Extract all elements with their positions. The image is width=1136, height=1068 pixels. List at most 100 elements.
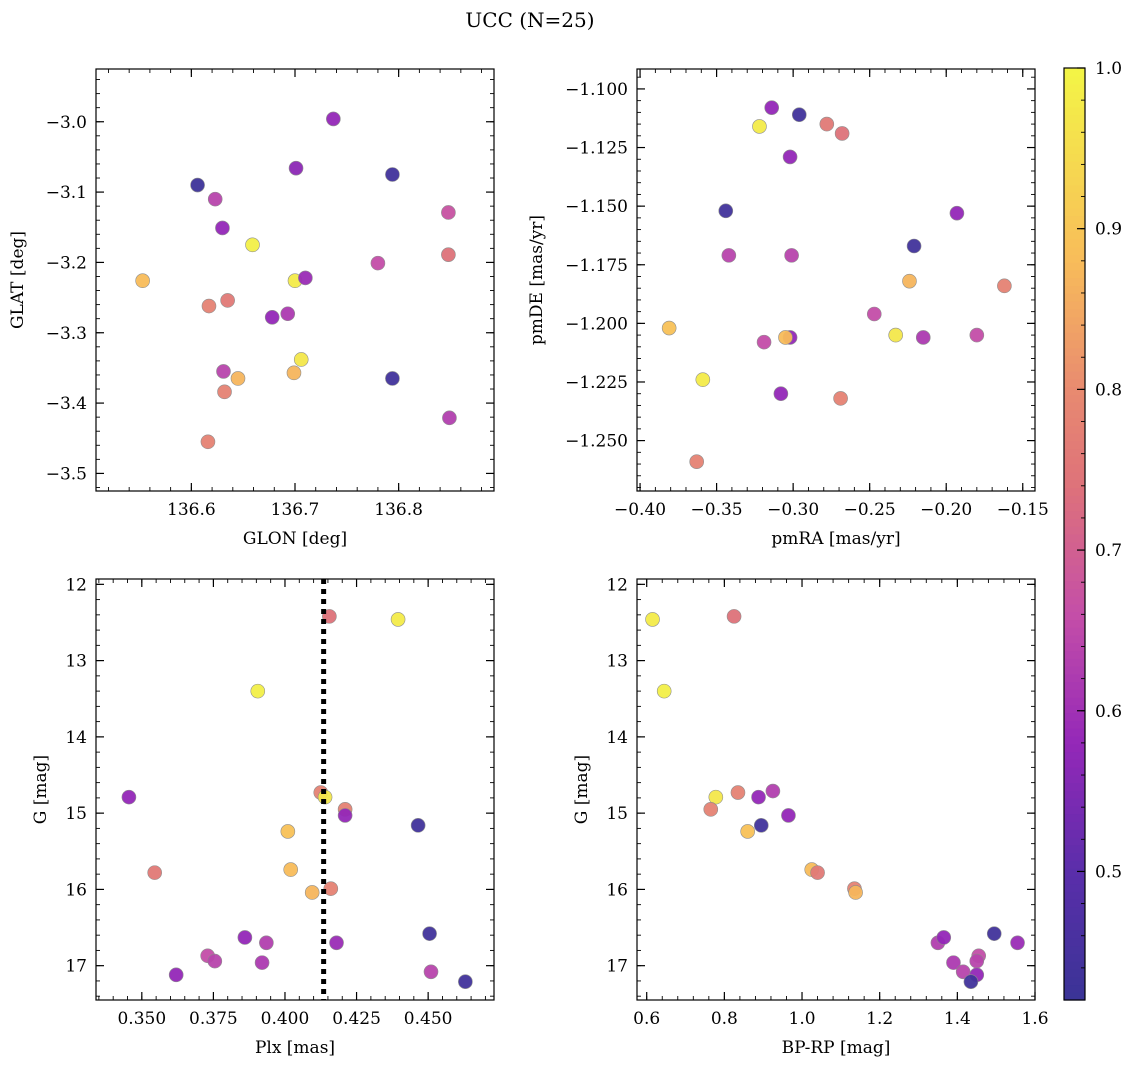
- colorbar-segment: [1064, 580, 1085, 589]
- colorbar-segment: [1064, 68, 1085, 77]
- colorbar-segment: [1064, 301, 1085, 310]
- colorbar-segment: [1064, 479, 1085, 488]
- scatter-point: [329, 935, 344, 951]
- x-axis-label: GLON [deg]: [243, 529, 347, 549]
- scatter-point: [441, 247, 456, 262]
- colorbar-segment: [1064, 704, 1085, 714]
- colorbar-segment: [1064, 642, 1085, 652]
- colorbar-segment: [1064, 860, 1085, 869]
- scatter-point: [458, 974, 473, 989]
- colorbar-segment: [1064, 184, 1085, 193]
- scatter-point: [230, 371, 246, 386]
- colorbar-segment: [1064, 774, 1085, 784]
- y-tick-label: −3.4: [46, 394, 87, 414]
- scatter-point: [906, 238, 922, 254]
- scatter-point: [740, 824, 755, 839]
- scatter-point: [264, 309, 280, 325]
- y-tick-label: 14: [606, 728, 628, 748]
- y-tick-label: 15: [65, 804, 87, 824]
- colorbar-segment: [1064, 130, 1085, 139]
- colorbar-segment: [1064, 231, 1085, 240]
- x-tick-label: 0.425: [332, 1009, 381, 1029]
- y-tick-label: −1.225: [565, 373, 628, 393]
- y-tick-label: 13: [65, 652, 87, 672]
- scatter-point: [753, 818, 769, 833]
- scatter-point: [764, 100, 780, 115]
- colorbar-segment: [1064, 767, 1085, 776]
- colorbar-segment: [1064, 712, 1085, 721]
- colorbar-segment: [1064, 526, 1085, 535]
- scatter-point: [695, 372, 711, 387]
- colorbar-segment: [1064, 961, 1085, 970]
- colorbar-segment: [1064, 534, 1085, 543]
- x-tick-label: 1.6: [1021, 1009, 1048, 1029]
- colorbar-segment: [1064, 557, 1085, 566]
- scatter-point: [442, 410, 457, 426]
- scatter-point: [254, 955, 270, 970]
- scatter-point: [949, 205, 965, 221]
- scatter-points: [661, 100, 1012, 469]
- scatter-point: [390, 612, 406, 627]
- y-tick-label: 17: [65, 957, 87, 977]
- colorbar-tick-label: 0.5: [1095, 862, 1122, 882]
- colorbar-segment: [1064, 588, 1085, 597]
- colorbar-segment: [1064, 922, 1085, 931]
- scatter-point: [773, 386, 789, 402]
- colorbar-segment: [1064, 370, 1085, 380]
- colorbar-segment: [1064, 308, 1085, 318]
- colorbar-tick-label: 0.8: [1095, 380, 1122, 400]
- x-tick-label: 136.6: [167, 500, 216, 520]
- colorbar-segment: [1064, 269, 1085, 279]
- colorbar-segment: [1064, 565, 1085, 574]
- colorbar-segment: [1064, 285, 1085, 294]
- colorbar-segment: [1064, 906, 1085, 916]
- x-axis-label: pmRA [mas/yr]: [771, 529, 900, 549]
- y-tick-label: −1.125: [565, 139, 628, 159]
- x-tick-label: 136.7: [271, 500, 320, 520]
- scatter-point: [834, 126, 850, 141]
- colorbar-segment: [1064, 137, 1085, 147]
- x-tick-label: 0.6: [633, 1009, 660, 1029]
- scatter-point: [866, 306, 882, 322]
- colorbar-tick-label: 0.7: [1095, 541, 1122, 561]
- scatter-point: [645, 612, 660, 627]
- colorbar-segment: [1064, 495, 1085, 504]
- y-tick-label: 14: [65, 728, 87, 748]
- colorbar-segment: [1064, 751, 1085, 760]
- colorbar-segment: [1064, 603, 1085, 613]
- scatter-point: [337, 808, 353, 823]
- colorbar-segment: [1064, 332, 1085, 341]
- scatter-point: [245, 237, 260, 253]
- scatter-point: [147, 865, 162, 880]
- colorbar-segment: [1064, 782, 1085, 791]
- colorbar-segment: [1064, 611, 1085, 621]
- scatter-point: [708, 789, 724, 805]
- colorbar-segment: [1064, 200, 1085, 209]
- colorbar-segment: [1064, 658, 1085, 667]
- scatter-point: [784, 248, 799, 263]
- scatter-point: [288, 160, 304, 176]
- scatter-point: [304, 885, 320, 900]
- colorbar-segment: [1064, 347, 1085, 356]
- y-tick-label: −1.150: [565, 197, 628, 217]
- scatter-point: [135, 273, 150, 289]
- colorbar-segment: [1064, 813, 1085, 822]
- colorbar-segment: [1064, 75, 1085, 85]
- colorbar-segment: [1064, 627, 1085, 636]
- colorbar-segment: [1064, 914, 1085, 923]
- panel-plx-g: 0.350 0.375 0.400 0.425 0.450 12 13 14 15 16 17 Plx…: [31, 575, 495, 1058]
- scatter-point: [1010, 935, 1025, 951]
- x-tick-label: 0.350: [117, 1009, 166, 1029]
- colorbar-segment: [1064, 798, 1085, 807]
- scatter-points: [121, 609, 473, 989]
- x-axis-label: BP-RP [mag]: [782, 1038, 891, 1058]
- colorbar-segment: [1064, 464, 1085, 473]
- y-tick-label: −3.0: [46, 113, 87, 133]
- y-axis-label: pmDE [mas/yr]: [527, 215, 547, 345]
- figure-title: UCC (N=25): [465, 8, 594, 32]
- colorbar-segment: [1064, 99, 1085, 108]
- scatter-point: [259, 935, 274, 951]
- colorbar-segment: [1064, 572, 1085, 582]
- scatter-point: [323, 881, 339, 896]
- panel-bprp-g: 0.6 0.8 1.0 1.2 1.4 1.6 12 13 14 15 16 17 BP-RP [mag…: [572, 575, 1049, 1058]
